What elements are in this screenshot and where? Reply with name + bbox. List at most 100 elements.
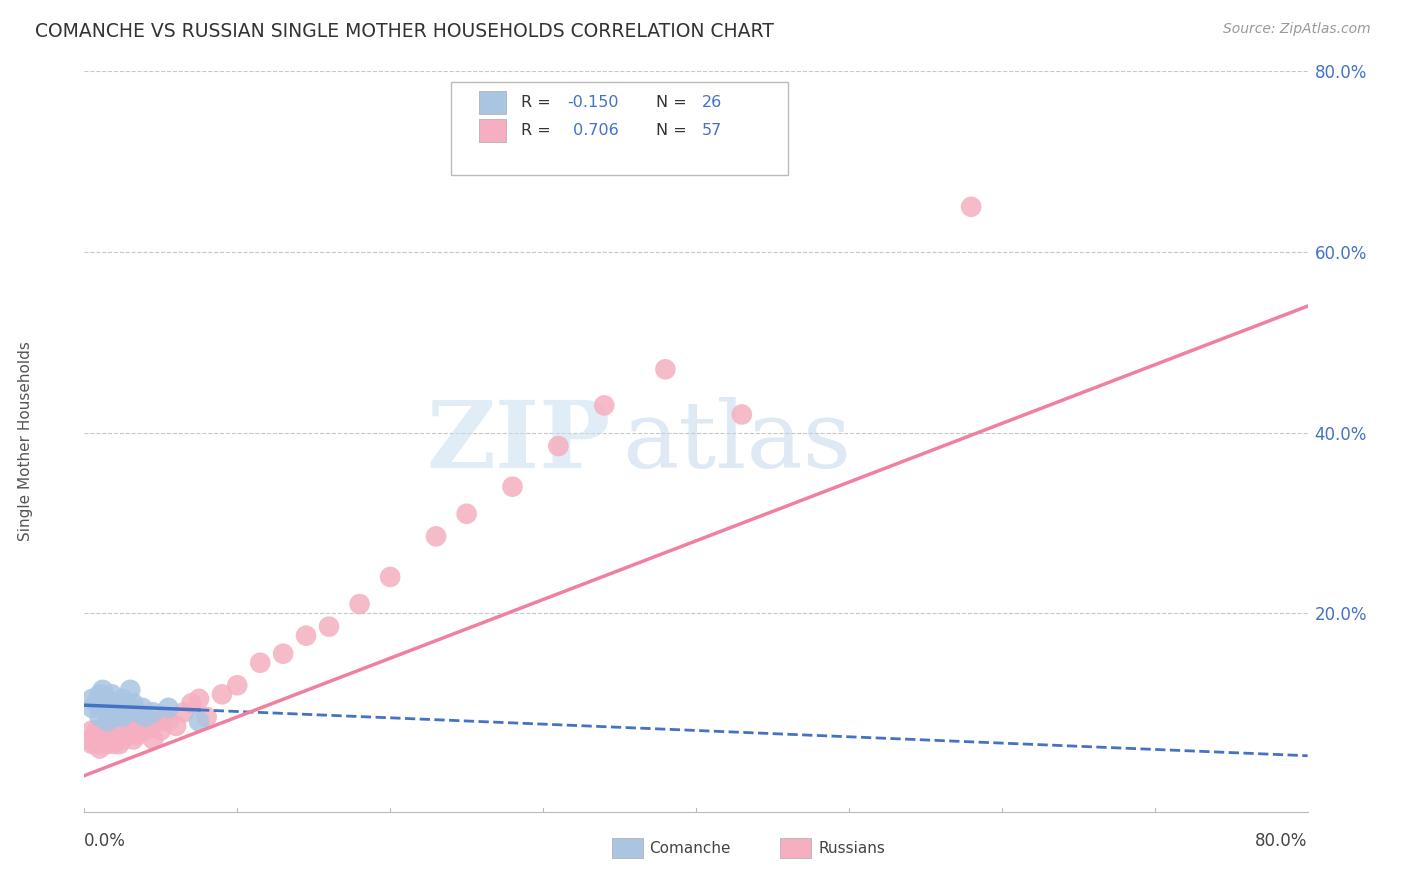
Text: N =: N = — [655, 95, 686, 111]
Point — [122, 697, 145, 711]
Point — [91, 682, 114, 697]
Text: Single Mother Households: Single Mother Households — [18, 342, 34, 541]
Text: N =: N = — [655, 123, 686, 137]
Point — [120, 682, 142, 697]
Point — [101, 687, 124, 701]
Point — [90, 728, 112, 742]
Point — [157, 701, 180, 715]
Text: atlas: atlas — [623, 397, 852, 486]
Point — [80, 691, 103, 706]
Point — [87, 732, 110, 747]
Point — [456, 507, 478, 521]
Point — [120, 723, 142, 738]
Text: ZIP: ZIP — [426, 397, 610, 486]
Point — [96, 691, 118, 706]
Point — [127, 728, 149, 742]
Point — [211, 687, 233, 701]
Text: R =: R = — [522, 95, 551, 111]
Point — [139, 719, 162, 733]
Point — [149, 723, 172, 738]
Point — [295, 629, 318, 643]
Point — [80, 737, 103, 751]
Point — [86, 737, 108, 751]
Point — [425, 529, 447, 543]
Point — [960, 200, 983, 214]
Point — [131, 701, 153, 715]
Point — [89, 687, 111, 701]
Point — [84, 728, 107, 742]
Point — [89, 710, 111, 724]
Point — [96, 719, 118, 733]
Point — [135, 710, 157, 724]
Point — [593, 399, 616, 413]
Point — [98, 732, 121, 747]
Point — [127, 706, 149, 720]
Text: 57: 57 — [702, 123, 723, 137]
Text: Source: ZipAtlas.com: Source: ZipAtlas.com — [1223, 22, 1371, 37]
Point — [91, 732, 114, 747]
Point — [107, 701, 129, 715]
Point — [547, 439, 569, 453]
Text: -0.150: -0.150 — [568, 95, 619, 111]
Point — [318, 619, 340, 633]
Point — [380, 570, 402, 584]
Point — [89, 741, 111, 756]
Point — [83, 732, 105, 747]
Point — [80, 723, 103, 738]
Point — [120, 701, 142, 715]
Point — [104, 728, 127, 742]
Point — [146, 714, 169, 729]
Point — [96, 737, 118, 751]
Point — [111, 732, 134, 747]
Point — [173, 706, 195, 720]
Point — [731, 408, 754, 422]
Point — [111, 691, 134, 706]
Point — [654, 362, 676, 376]
Point — [104, 710, 127, 724]
Point — [91, 701, 114, 715]
Point — [97, 728, 120, 742]
Point — [101, 723, 124, 738]
Point — [188, 691, 211, 706]
Point — [502, 480, 524, 494]
Bar — [479, 92, 506, 114]
Point — [111, 710, 134, 724]
Point — [180, 697, 202, 711]
Text: Russians: Russians — [818, 841, 886, 855]
Point — [135, 723, 157, 738]
Point — [108, 737, 131, 751]
Point — [142, 732, 165, 747]
Text: 0.0%: 0.0% — [84, 831, 127, 849]
Text: 26: 26 — [702, 95, 723, 111]
Point — [226, 678, 249, 692]
Text: COMANCHE VS RUSSIAN SINGLE MOTHER HOUSEHOLDS CORRELATION CHART: COMANCHE VS RUSSIAN SINGLE MOTHER HOUSEH… — [35, 22, 775, 41]
Text: Comanche: Comanche — [650, 841, 731, 855]
Point — [127, 714, 149, 729]
Point — [86, 723, 108, 738]
Point — [122, 732, 145, 747]
Point — [115, 706, 138, 720]
Point — [104, 697, 127, 711]
Point — [153, 710, 176, 724]
Point — [249, 656, 271, 670]
FancyBboxPatch shape — [451, 82, 787, 175]
Text: 80.0%: 80.0% — [1256, 831, 1308, 849]
Point — [195, 710, 218, 724]
Point — [96, 714, 118, 729]
Point — [101, 706, 124, 720]
Point — [89, 723, 111, 738]
Point — [93, 723, 115, 738]
Point — [157, 714, 180, 729]
Point — [165, 719, 187, 733]
Point — [188, 714, 211, 729]
Text: 0.706: 0.706 — [568, 123, 619, 137]
Point — [131, 719, 153, 733]
Point — [115, 719, 138, 733]
Point — [142, 706, 165, 720]
Point — [86, 697, 108, 711]
Point — [80, 701, 103, 715]
Point — [349, 597, 371, 611]
Point — [103, 737, 125, 751]
Point — [77, 732, 100, 747]
Bar — [479, 119, 506, 142]
